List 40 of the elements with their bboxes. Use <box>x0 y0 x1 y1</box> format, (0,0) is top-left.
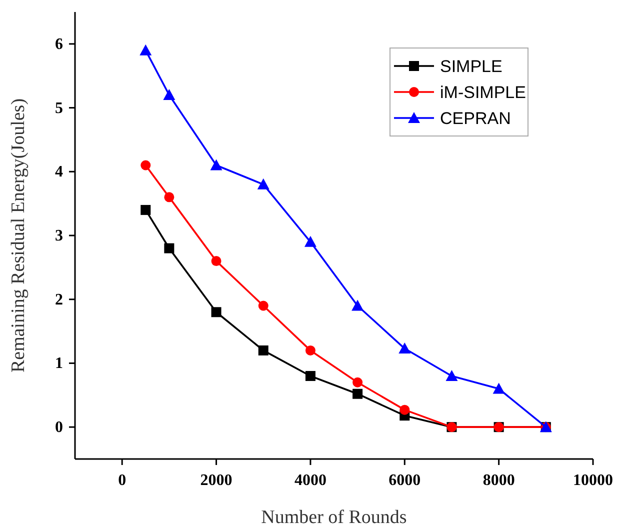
point <box>352 388 363 399</box>
point <box>258 345 268 356</box>
point <box>305 370 316 381</box>
point <box>400 404 410 415</box>
y-tick-label: 1 <box>55 355 63 372</box>
legend-label: iM-SIMPLE <box>440 83 526 102</box>
point <box>140 160 151 170</box>
y-tick-label: 0 <box>55 419 63 436</box>
point <box>211 256 222 266</box>
x-tick-label: 10000 <box>573 472 613 489</box>
point <box>304 236 316 247</box>
y-tick-label: 5 <box>55 100 63 117</box>
point <box>210 159 222 170</box>
point <box>492 382 505 394</box>
x-tick-label: 6000 <box>388 472 421 489</box>
point <box>258 300 268 311</box>
x-tick-label: 4000 <box>294 472 326 489</box>
point <box>398 342 411 354</box>
point <box>352 300 364 311</box>
x-tick-label: 2000 <box>200 472 232 489</box>
point <box>211 307 222 318</box>
y-tick-label: 4 <box>55 164 63 181</box>
point <box>446 370 458 381</box>
legend-label: SIMPLE <box>440 57 502 76</box>
y-tick-label: 6 <box>55 36 63 53</box>
point <box>163 89 176 100</box>
y-tick-label: 2 <box>55 291 63 308</box>
point <box>257 178 270 190</box>
point <box>352 377 363 388</box>
point <box>140 44 152 56</box>
legend-label: CEPRAN <box>440 109 511 128</box>
y-tick-label: 3 <box>55 228 63 244</box>
point <box>164 192 174 202</box>
point <box>140 204 151 215</box>
x-tick-label: 0 <box>118 472 126 489</box>
y-axis-title: Remaining Residual Energy(Joules) <box>8 98 29 373</box>
point <box>305 345 316 356</box>
x-tick-label: 8000 <box>482 472 515 489</box>
x-axis-title: Number of Rounds <box>261 507 407 528</box>
point <box>164 243 174 254</box>
